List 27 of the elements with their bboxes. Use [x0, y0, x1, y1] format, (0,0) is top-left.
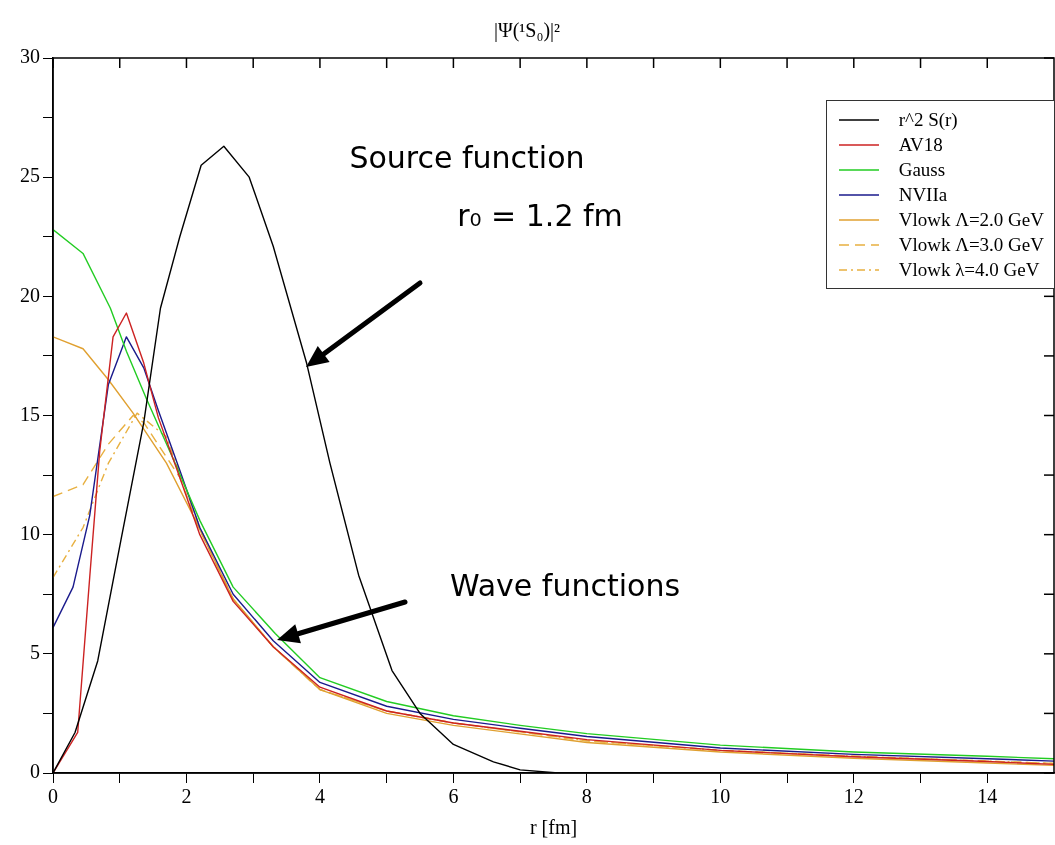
y-tick-label: 10: [20, 521, 40, 544]
legend-label: Vlowk λ=4.0 GeV: [898, 258, 1040, 282]
y-tick-label: 30: [20, 45, 40, 68]
legend-label: r^2 S(r): [898, 108, 958, 132]
legend-label: Vlowk Λ=3.0 GeV: [898, 233, 1044, 257]
x-tick-label: 4: [314, 785, 325, 808]
annotation: Wave functions: [449, 567, 681, 603]
x-tick-label: 12: [843, 785, 864, 808]
x-tick-label: 14: [977, 785, 998, 808]
x-axis-title: r [fm]: [529, 816, 578, 839]
y-tick-label: 25: [20, 164, 40, 187]
y-tick-label: 0: [30, 760, 40, 783]
annotation: Source function: [349, 139, 585, 175]
legend-label: AV18: [898, 133, 943, 157]
y-tick-label: 5: [30, 641, 40, 664]
chart-title: |Ψ(¹S₀)|²: [493, 19, 561, 43]
annotation: r₀ = 1.2 fm: [457, 197, 623, 233]
y-tick-label: 15: [20, 402, 40, 425]
x-tick-label: 8: [581, 785, 592, 808]
legend-label: Vlowk Λ=2.0 GeV: [898, 208, 1044, 232]
x-tick-label: 10: [710, 785, 731, 808]
x-tick-label: 0: [48, 785, 58, 808]
y-tick-label: 20: [20, 283, 40, 306]
x-tick-label: 6: [448, 785, 459, 808]
legend-label: Gauss: [898, 158, 946, 182]
x-tick-label: 2: [181, 785, 192, 808]
legend-label: NVIIa: [898, 183, 948, 207]
